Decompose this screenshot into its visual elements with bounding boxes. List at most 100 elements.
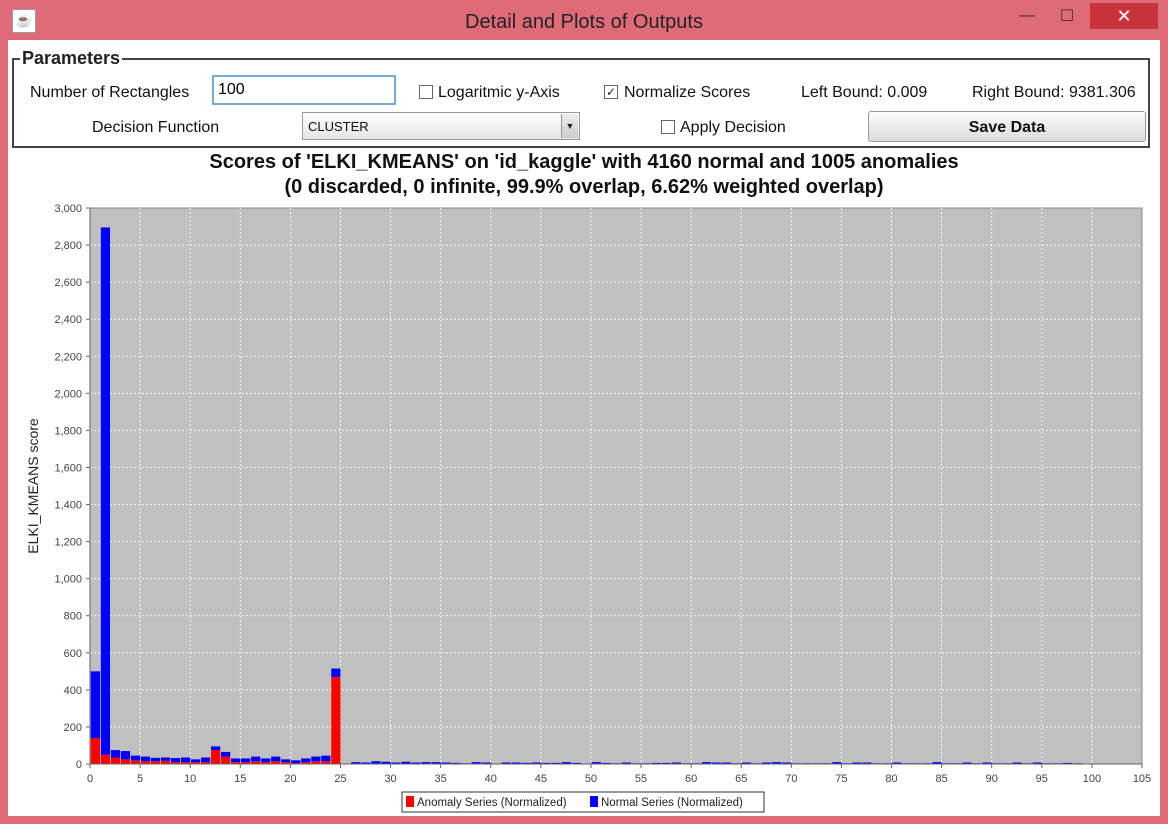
rectangles-input[interactable]: [212, 75, 396, 105]
x-tick-label: 40: [485, 773, 497, 785]
legend-label-anomaly: Anomaly Series (Normalized): [417, 797, 567, 809]
normal-bar: [481, 762, 491, 764]
anomaly-bar: [130, 760, 141, 764]
normal-bar: [150, 757, 161, 762]
plot-background: [89, 207, 1143, 765]
normal-bar: [381, 761, 391, 764]
java-icon[interactable]: ☕: [12, 9, 36, 33]
x-tick-label: 35: [435, 773, 447, 785]
decision-function-select[interactable]: CLUSTER ▼: [302, 112, 580, 140]
y-tick-label: 1,200: [54, 537, 82, 549]
decision-function-value: CLUSTER: [308, 119, 369, 134]
log-y-checkbox[interactable]: [419, 85, 433, 99]
y-tick-label: 600: [64, 648, 82, 660]
x-tick-label: 10: [184, 773, 196, 785]
minimize-icon[interactable]: —: [1019, 7, 1035, 24]
normal-bar: [441, 762, 451, 764]
legend-swatch-anomaly: [406, 796, 414, 807]
normal-bar: [120, 751, 131, 760]
window-title: Detail and Plots of Outputs: [465, 11, 703, 33]
normalize-checkbox[interactable]: ✓: [604, 85, 618, 99]
y-tick-label: 1,600: [54, 462, 82, 474]
x-tick-label: 100: [1083, 773, 1101, 785]
normal-bar: [501, 762, 511, 764]
anomaly-bar: [251, 761, 261, 764]
anomaly-bar: [150, 761, 161, 764]
normal-bar: [291, 760, 301, 764]
normal-bar: [90, 671, 101, 739]
normal-bar: [621, 762, 632, 764]
normal-bar: [190, 759, 201, 763]
anomaly-bar: [120, 759, 131, 764]
normal-bar: [962, 762, 972, 764]
x-tick-label: 90: [986, 773, 998, 785]
anomaly-bar: [311, 761, 321, 764]
y-tick-label: 2,600: [54, 277, 82, 289]
x-tick-label: 5: [137, 773, 143, 785]
chart-subtitle: (0 discarded, 0 infinite, 99.9% overlap,…: [284, 176, 884, 198]
client-area: Parameters Number of Rectangles Logaritm…: [8, 40, 1160, 816]
normal-bar: [521, 762, 531, 764]
legend-swatch-normal: [590, 796, 598, 807]
x-tick-label: 70: [785, 773, 797, 785]
normal-bar: [100, 227, 111, 755]
y-tick-label: 3,000: [54, 203, 82, 215]
normal-bar: [541, 762, 551, 764]
x-tick-label: 105: [1133, 773, 1151, 785]
y-tick-label: 400: [64, 685, 82, 697]
normal-bar: [932, 762, 942, 764]
anomaly-bar: [140, 761, 151, 764]
x-tick-label: 20: [284, 773, 296, 785]
maximize-icon[interactable]: ☐: [1059, 8, 1075, 25]
rectangles-label: Number of Rectangles: [30, 84, 190, 101]
normal-bar: [411, 762, 421, 764]
normal-bar: [421, 762, 431, 764]
normal-bar: [1012, 762, 1022, 764]
normal-bar: [661, 762, 672, 764]
normal-bar: [701, 762, 712, 764]
normal-bar: [451, 762, 461, 764]
normal-bar: [311, 756, 321, 762]
normal-bar: [391, 762, 401, 764]
normal-bar: [1032, 762, 1042, 764]
close-icon[interactable]: ✕: [1090, 3, 1158, 29]
normal-bar: [301, 758, 311, 763]
right-bound-text: Right Bound: 9381.306: [972, 84, 1136, 101]
decision-function-label: Decision Function: [92, 119, 220, 136]
normal-bar: [361, 762, 371, 764]
y-axis-label: ELKI_KMEANS score: [25, 418, 41, 554]
anomaly-bar: [170, 762, 181, 764]
x-tick-label: 65: [735, 773, 747, 785]
normal-bar: [401, 761, 411, 764]
save-data-button[interactable]: Save Data: [868, 111, 1146, 142]
normal-bar: [231, 758, 241, 763]
anomaly-bar: [261, 762, 271, 764]
normal-bar: [371, 761, 381, 764]
chevron-down-icon[interactable]: ▼: [561, 114, 578, 138]
normal-bar: [1062, 762, 1072, 764]
normal-bar: [261, 758, 271, 763]
log-y-label: Logaritmic y-Axis: [438, 84, 560, 101]
title-bar[interactable]: ☕ Detail and Plots of Outputs — ☐ ✕: [0, 0, 1168, 40]
normal-bar: [211, 746, 221, 751]
apply-decision-checkbox[interactable]: [661, 120, 675, 134]
y-tick-label: 1,800: [54, 425, 82, 437]
normal-bar: [471, 762, 481, 764]
chart-title: Scores of 'ELKI_KMEANS' on 'id_kaggle' w…: [209, 151, 959, 173]
x-tick-label: 80: [885, 773, 897, 785]
normal-bar: [742, 762, 752, 764]
x-tick-label: 55: [635, 773, 647, 785]
parameters-legend: Parameters: [20, 48, 123, 69]
normal-bar: [601, 762, 611, 764]
anomaly-bar: [241, 762, 251, 764]
normal-bar: [561, 762, 571, 764]
y-tick-label: 2,200: [54, 351, 82, 363]
anomaly-bar: [321, 761, 331, 764]
histogram-chart: 02004006008001,0001,2001,4001,6001,8002,…: [25, 203, 1151, 813]
normal-bar: [651, 762, 662, 764]
anomaly-bar: [211, 750, 221, 764]
x-tick-label: 75: [835, 773, 847, 785]
normal-bar: [281, 759, 291, 763]
normal-bar: [140, 756, 151, 762]
